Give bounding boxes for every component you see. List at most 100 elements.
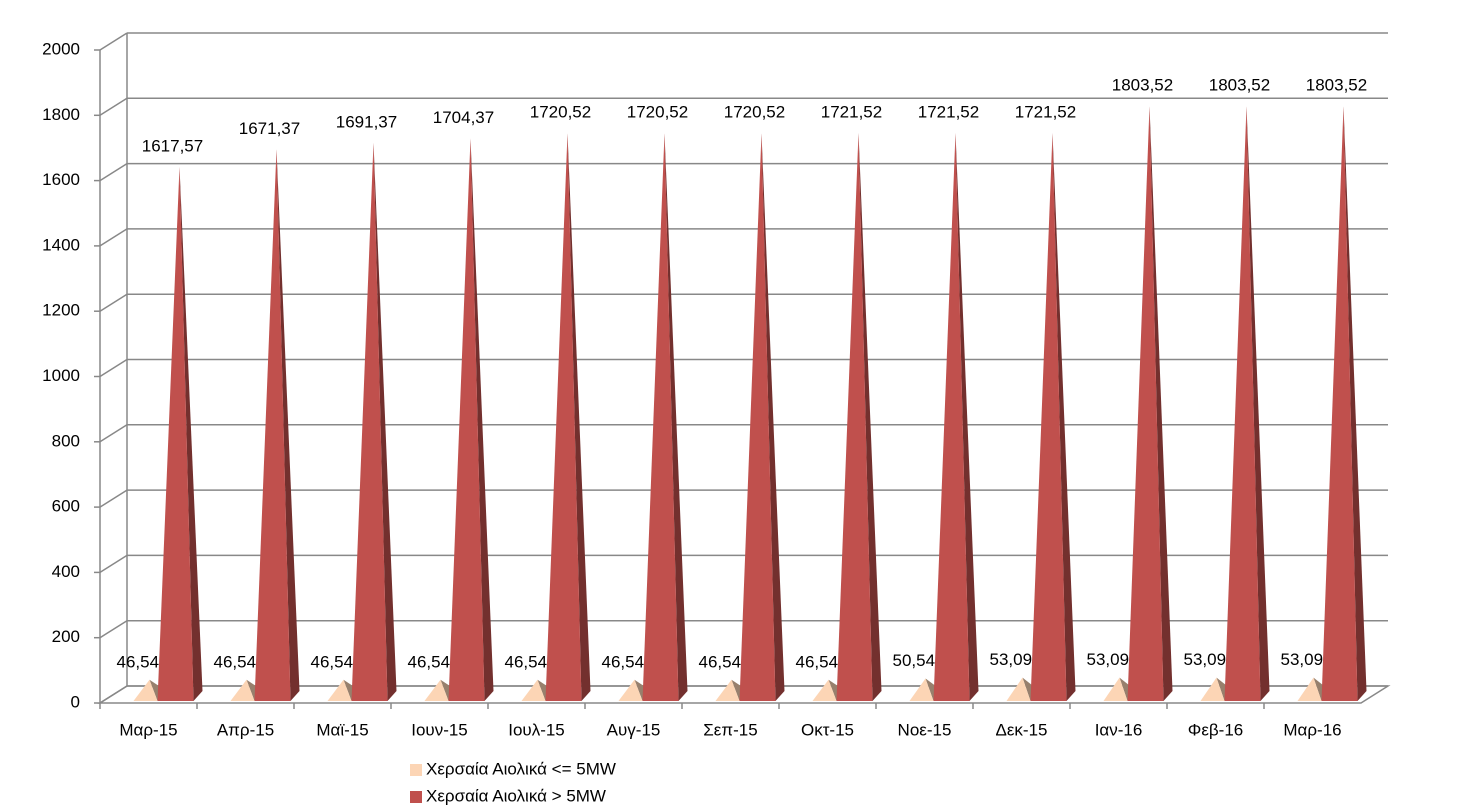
x-tick-label: Δεκ-15 — [995, 720, 1047, 739]
pyramid-side — [1343, 106, 1367, 702]
y-tick-label: 1600 — [42, 170, 80, 189]
pyramid — [739, 133, 785, 701]
value-label: 46,545 — [505, 652, 557, 671]
pyramid-face — [739, 133, 776, 701]
y-tick-label: 1200 — [42, 301, 80, 320]
x-tick-label: Ιουν-15 — [411, 720, 468, 739]
pyramid-face — [1103, 677, 1128, 701]
pyramid-side — [276, 149, 300, 701]
y-tick-label: 0 — [71, 692, 80, 711]
pyramid-face — [133, 679, 158, 701]
pyramid-side — [179, 166, 203, 701]
value-label: 46,545 — [214, 652, 266, 671]
x-tick-label: Μαρ-15 — [119, 720, 177, 739]
legend-label: Χερσαία Αιολικά <= 5MW — [426, 759, 616, 778]
side-grid-line — [99, 554, 128, 574]
pyramid-side — [1246, 106, 1270, 702]
value-label: 1617,57 — [142, 136, 203, 155]
pyramid-side — [373, 142, 397, 701]
side-grid-line — [99, 358, 128, 378]
y-tick-label: 400 — [52, 562, 80, 581]
value-label: 53,095 — [990, 650, 1042, 669]
value-label: 1691,37 — [336, 112, 397, 131]
pyramid — [157, 166, 203, 701]
value-label: 1803,52 — [1306, 76, 1367, 95]
value-label: 46,545 — [311, 652, 363, 671]
side-grid-line — [99, 620, 128, 639]
pyramid-face — [1127, 106, 1164, 702]
pyramid-side — [470, 138, 494, 701]
pyramid-face — [230, 679, 255, 701]
side-grid-line — [99, 424, 128, 443]
side-grid-line — [99, 228, 128, 247]
legend-label: Χερσαία Αιολικά > 5MW — [426, 786, 606, 805]
pyramid-face — [618, 679, 643, 701]
pyramid-face — [521, 679, 546, 701]
y-tick-label: 800 — [52, 431, 80, 450]
pyramid — [1321, 106, 1367, 702]
pyramid-face — [812, 679, 837, 701]
side-grid-line — [99, 97, 128, 116]
value-label: 53,095 — [1184, 650, 1236, 669]
pyramid-face — [424, 679, 449, 701]
pyramid-side — [858, 132, 882, 702]
x-tick-label: Ιουλ-15 — [508, 720, 565, 739]
x-tick-label: Αυγ-15 — [607, 720, 661, 739]
pyramid — [448, 138, 494, 701]
pyramid — [1030, 132, 1076, 702]
pyramid-face — [909, 678, 934, 701]
value-label: 1721,52 — [918, 102, 979, 121]
value-label: 1720,52 — [627, 103, 688, 122]
value-label: 1721,52 — [821, 102, 882, 121]
pyramid — [933, 132, 979, 702]
y-tick-label: 600 — [52, 497, 80, 516]
x-tick-label: Οκτ-15 — [801, 720, 854, 739]
pyramid-side — [1149, 106, 1173, 702]
value-label: 1721,52 — [1015, 102, 1076, 121]
pyramid-face — [157, 166, 194, 701]
pyramid-face — [642, 133, 679, 701]
pyramid-face — [448, 138, 485, 701]
value-label: 1803,52 — [1209, 76, 1270, 95]
pyramid-face — [1224, 106, 1261, 702]
x-tick-label: Μαϊ-15 — [316, 720, 368, 739]
value-label: 46,545 — [408, 652, 460, 671]
y-tick-label: 200 — [52, 627, 80, 646]
pyramid-face — [545, 133, 582, 701]
pyramid — [1224, 106, 1270, 702]
value-label: 1704,37 — [433, 108, 494, 127]
value-label: 1720,52 — [530, 103, 591, 122]
value-label: 46,545 — [117, 652, 169, 671]
x-tick-label: Σεπ-15 — [703, 720, 757, 739]
pyramid-side — [761, 133, 785, 701]
x-tick-label: Μαρ-16 — [1283, 720, 1341, 739]
value-label: 53,095 — [1281, 650, 1333, 669]
pyramid — [1127, 106, 1173, 702]
pyramid — [836, 132, 882, 702]
side-grid-line — [99, 162, 128, 182]
value-label: 46,545 — [796, 652, 848, 671]
x-tick-label: Ιαν-16 — [1095, 720, 1143, 739]
legend-swatch — [410, 764, 422, 776]
x-tick-label: Φεβ-16 — [1188, 720, 1244, 739]
pyramid-face — [1297, 677, 1322, 701]
value-label: 50,545 — [893, 651, 945, 670]
pyramid-face — [327, 679, 352, 701]
x-tick-label: Απρ-15 — [217, 720, 274, 739]
pyramid-face — [351, 142, 388, 701]
side-grid-line — [99, 293, 128, 312]
y-tick-label: 1800 — [42, 105, 80, 124]
pyramid-side — [955, 132, 979, 702]
pyramid-face — [1006, 677, 1031, 701]
pyramid-face — [715, 679, 740, 701]
side-grid-line — [99, 32, 128, 51]
value-label: 1671,37 — [239, 119, 300, 138]
y-tick-label: 1000 — [42, 366, 80, 385]
pyramid-side — [664, 133, 688, 701]
pyramid-face — [1030, 132, 1067, 702]
pyramid-face — [254, 149, 291, 701]
legend-swatch — [410, 791, 422, 803]
value-label: 1720,52 — [724, 103, 785, 122]
pyramid — [254, 149, 300, 701]
